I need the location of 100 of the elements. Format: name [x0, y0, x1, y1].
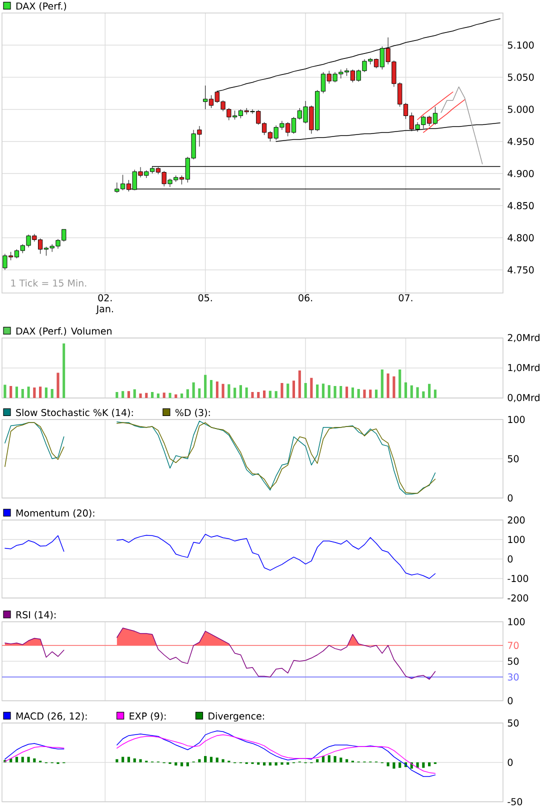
bar [304, 382, 307, 398]
y-tick-label: -200 [508, 594, 528, 602]
x-tick-label: 06. [298, 294, 312, 302]
legend-label: Slow Stochastic %K (14): [16, 408, 133, 418]
bar [198, 388, 201, 398]
bar [198, 759, 201, 762]
y-tick-label: 0 [508, 697, 513, 704]
bar [122, 391, 124, 398]
bar [210, 380, 213, 398]
bar [322, 384, 325, 398]
y-tick-label: -50 [508, 798, 522, 806]
y-tick-label: 200 [508, 516, 525, 524]
y-tick-label: 5.000 [508, 106, 534, 113]
bar [27, 756, 30, 762]
x-tick-label: 07. [398, 294, 412, 302]
bar [186, 389, 189, 398]
bar [398, 762, 402, 768]
bar [151, 392, 154, 398]
bar [392, 762, 396, 769]
bar [21, 388, 24, 398]
y-tick-label: 100 [508, 416, 525, 424]
bar [216, 758, 218, 762]
bar [33, 387, 36, 398]
legend-label: EXP (9): [130, 712, 166, 721]
bar [334, 386, 336, 398]
bar [322, 756, 325, 762]
line-series [423, 99, 466, 133]
legend-label: Momentum (20): [16, 509, 94, 518]
bar [116, 392, 118, 398]
bar [162, 392, 166, 398]
bar [27, 386, 30, 398]
bar [434, 390, 437, 398]
bar [268, 762, 272, 766]
bar [133, 389, 136, 398]
y-tick-label: 0 [508, 494, 513, 502]
bar [222, 384, 224, 398]
bar [4, 384, 6, 398]
bar [122, 756, 124, 762]
bar [268, 390, 272, 398]
bar [346, 386, 348, 398]
bar [15, 386, 18, 398]
y-tick-label: 0,0Mrd [508, 394, 540, 402]
bar [174, 762, 178, 766]
bar [346, 759, 348, 762]
bar [398, 369, 402, 398]
bar [228, 384, 230, 398]
bar [428, 384, 431, 398]
bar [234, 388, 236, 398]
y-tick-label: 5.050 [508, 74, 534, 81]
bar [262, 390, 266, 398]
y-tick-label: 4.950 [508, 138, 534, 146]
y-tick-label: 50 [508, 719, 519, 727]
bar [310, 378, 313, 398]
bar [21, 756, 24, 762]
bar [404, 382, 408, 398]
y-tick-label: 4.800 [508, 234, 534, 242]
bar [222, 759, 224, 762]
bar [44, 387, 48, 398]
bar [340, 758, 342, 762]
y-tick-label: 4.850 [508, 202, 534, 210]
legend-label: %D (3): [175, 408, 210, 418]
bar [392, 376, 396, 398]
bar [174, 394, 178, 398]
bar [386, 762, 390, 766]
bar [340, 386, 342, 398]
y-tick-label: 1,0Mrd [508, 364, 540, 372]
bar [133, 758, 136, 762]
bar [139, 393, 142, 398]
bar [363, 390, 366, 398]
bar [316, 759, 319, 762]
bar [33, 758, 36, 762]
y-tick-label: 100 [508, 618, 525, 626]
bar [62, 343, 66, 398]
bar [216, 381, 218, 398]
bar [357, 388, 360, 398]
bar [280, 382, 284, 398]
y-tick-label: 0 [508, 758, 513, 766]
bar [422, 391, 425, 398]
bar [127, 391, 130, 398]
legend-label: RSI (14): [16, 610, 56, 620]
bar [292, 380, 296, 398]
bar [156, 393, 160, 398]
bar [422, 762, 425, 768]
y-tick-label: 30 [508, 673, 519, 681]
bar [316, 384, 319, 398]
bar [56, 372, 60, 398]
bar [210, 756, 213, 762]
line-series [440, 86, 483, 164]
x-tick-label: 02. Jan. [96, 294, 113, 314]
y-tick-label: 70 [508, 642, 519, 649]
bar [257, 392, 260, 398]
bar [351, 387, 354, 398]
bar [380, 369, 384, 398]
line-series [417, 92, 454, 120]
bar [374, 390, 378, 398]
bar [239, 385, 242, 398]
bar [168, 392, 172, 398]
x-tick-label: 05. [198, 294, 212, 302]
bar [274, 762, 278, 766]
bar [334, 756, 336, 762]
